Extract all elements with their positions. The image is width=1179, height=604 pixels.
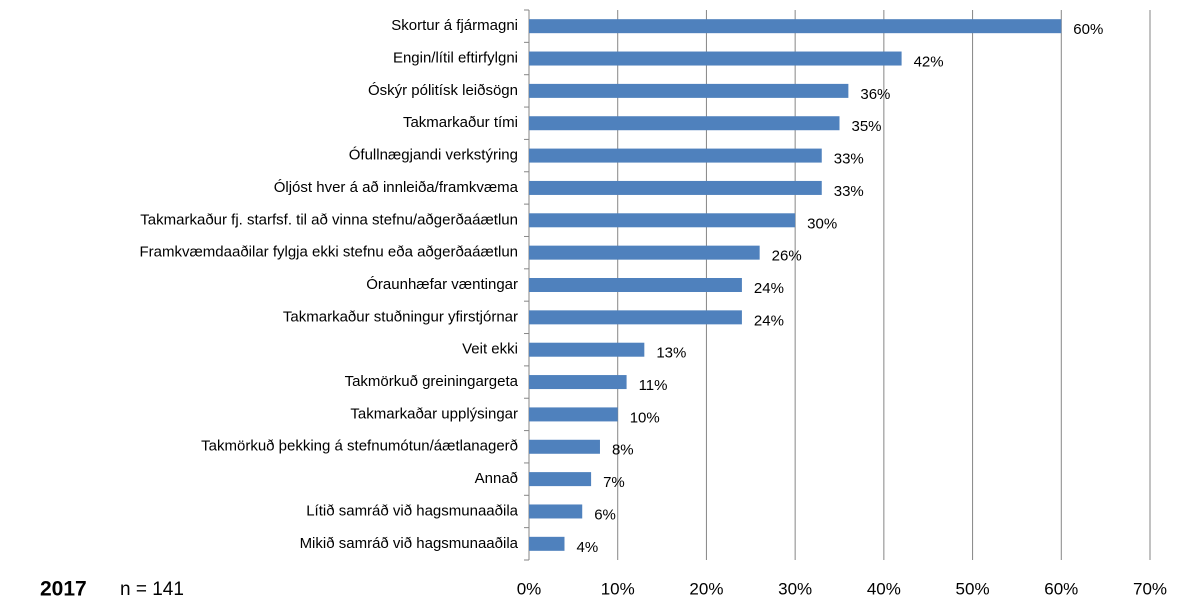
y-tick-label: Ófullnægjandi verkstýring [349,147,518,164]
y-tick-label: Óljóst hver á að innleiða/framkvæma [274,179,519,196]
x-tick-label: 20% [689,579,723,598]
y-tick-label: Takmörkuð þekking á stefnumótun/áætlanag… [201,438,518,455]
bar [529,536,565,551]
bar [529,116,840,131]
value-label: 6% [594,506,616,523]
y-tick-label: Framkvæmdaaðilar fylgja ekki stefnu eða … [139,244,518,261]
bar [529,83,849,98]
y-tick-label: Engin/lítil eftirfylgni [393,49,518,66]
value-label: 60% [1073,21,1103,38]
value-label: 35% [852,118,882,135]
bar [529,213,796,228]
x-tick-label: 10% [601,579,635,598]
value-label: 33% [834,151,864,168]
bar [529,375,627,390]
value-label: 26% [772,248,802,265]
value-label: 42% [914,53,944,70]
x-tick-label: 50% [956,579,990,598]
value-label: 36% [860,86,890,103]
bar [529,245,760,260]
bar [529,310,742,325]
bar [529,439,600,454]
y-tick-label: Takmarkaður tími [403,114,518,131]
value-label: 13% [656,345,686,362]
sample-size: n = 141 [120,579,184,600]
x-tick-label: 40% [867,579,901,598]
x-tick-label: 70% [1133,579,1167,598]
x-tick-label: 0% [517,579,542,598]
y-tick-label: Takmörkuð greiningargeta [345,373,519,390]
value-label: 24% [754,312,784,329]
bar [529,51,902,66]
x-tick-label: 30% [778,579,812,598]
value-label: 10% [630,409,660,426]
y-tick-label: Mikið samráð við hagsmunaaðila [300,535,519,552]
bar [529,148,822,163]
y-tick-label: Annað [475,470,518,487]
bar [529,180,822,195]
bar [529,278,742,292]
value-label: 7% [603,474,625,491]
y-tick-label: Skortur á fjármagni [391,17,518,34]
bar [529,342,645,357]
bar [529,504,583,519]
y-tick-label: Óraunhæfar væntingar [366,276,518,293]
value-label: 24% [754,280,784,297]
y-tick-label: Takmarkaður stuðningur yfirstjórnar [283,308,518,325]
y-tick-label: Takmarkaður fj. starfsf. til að vinna st… [140,211,518,228]
bar [529,19,1062,34]
value-label: 11% [639,377,668,394]
value-label: 30% [807,215,837,232]
year-label: 2017 [40,578,87,601]
y-tick-label: Óskýr pólitísk leiðsögn [368,82,518,99]
value-label: 33% [834,183,864,200]
bar [529,407,618,422]
value-label: 8% [612,442,634,459]
y-tick-label: Takmarkaðar upplýsingar [350,405,518,422]
y-tick-label: Veit ekki [462,341,518,358]
value-label: 4% [576,539,598,556]
x-tick-label: 60% [1044,579,1078,598]
y-tick-label: Lítið samráð við hagsmunaaðila [306,502,518,519]
bar [529,472,592,487]
